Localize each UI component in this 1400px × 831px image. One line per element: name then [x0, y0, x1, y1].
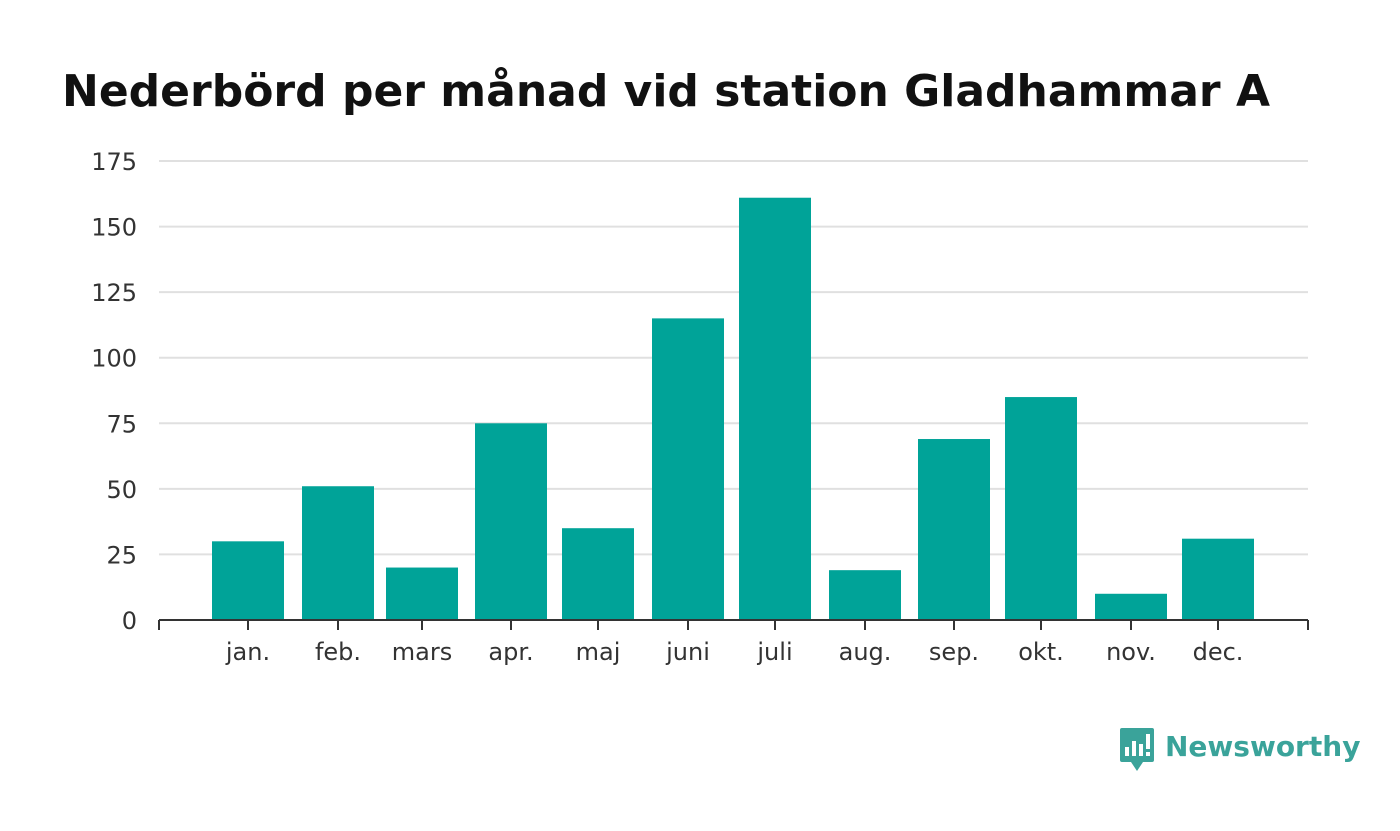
x-tick-label: sep.: [929, 638, 979, 666]
x-tick-label: juli: [756, 638, 792, 666]
x-tick-label: okt.: [1018, 638, 1064, 666]
bars: [212, 197, 1254, 620]
bar-apr: [475, 423, 547, 620]
x-tick-label: mars: [392, 638, 452, 666]
bar-okt: [1005, 397, 1077, 620]
x-tick-label: jan.: [225, 638, 270, 666]
bar-juli: [739, 197, 811, 620]
bar-feb: [302, 486, 374, 620]
y-tick-label: 150: [91, 214, 137, 242]
y-tick-labels: 0 25 50 75 100 125 150 175: [91, 148, 137, 635]
bar-aug: [829, 570, 901, 620]
x-tick-label: feb.: [315, 638, 361, 666]
y-tick-label: 175: [91, 148, 137, 176]
x-tick-label: nov.: [1106, 638, 1156, 666]
x-tick-label: maj: [576, 638, 621, 666]
bar-maj: [562, 528, 634, 620]
newsworthy-logo-icon: [1120, 728, 1154, 771]
x-tick-label: apr.: [488, 638, 533, 666]
y-tick-label: 0: [122, 607, 137, 635]
bar-dec: [1182, 538, 1254, 620]
x-tick-label: aug.: [839, 638, 892, 666]
bar-jan: [212, 541, 284, 620]
y-tick-label: 100: [91, 345, 137, 373]
x-tick-label: dec.: [1193, 638, 1244, 666]
bar-nov: [1095, 593, 1167, 620]
x-tick-labels: jan. feb. mars apr. maj juni juli aug. sep. okt. n…: [225, 638, 1244, 666]
y-tick-label: 75: [106, 410, 137, 438]
y-tick-label: 25: [106, 541, 137, 569]
y-tick-label: 125: [91, 279, 137, 307]
bar-sep: [918, 439, 990, 620]
chart-title: Nederbörd per månad vid station Gladhamm…: [62, 66, 1271, 117]
bar-mars: [386, 567, 458, 620]
x-axis: [158, 619, 1309, 630]
y-tick-label: 50: [106, 476, 137, 504]
newsworthy-logo: Newsworthy: [1119, 727, 1360, 773]
brand-name: Newsworthy: [1165, 730, 1361, 763]
bar-juni: [652, 318, 724, 620]
x-tick-label: juni: [665, 638, 710, 666]
